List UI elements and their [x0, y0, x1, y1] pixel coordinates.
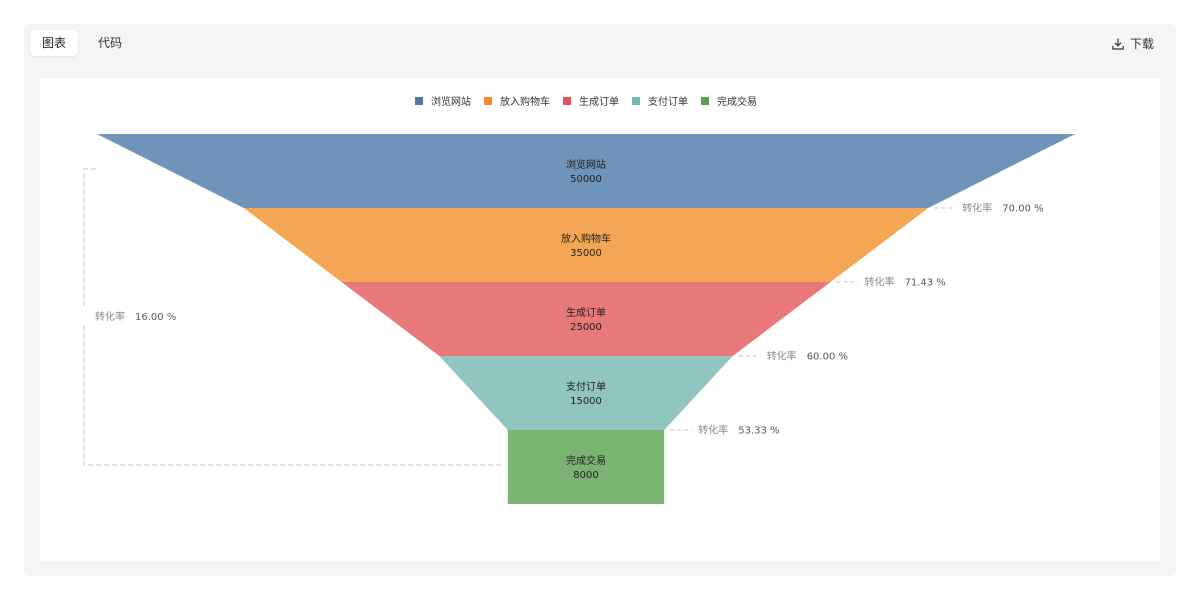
- chart-card: 浏览网站 放入购物车 生成订单 支付订单 完成交易 浏览网站 50000 放入购物车 35000…: [40, 78, 1160, 561]
- stage-value: 8000: [573, 470, 598, 481]
- legend-swatch: [701, 97, 709, 105]
- legend-swatch: [563, 97, 571, 105]
- tab-chart[interactable]: 图表: [30, 30, 78, 56]
- funnel-segment: [508, 430, 664, 504]
- conversion-value: 70.00 %: [1002, 204, 1043, 215]
- chart-panel: 图表 代码 下载 浏览网站 放入购物车 生成订单 支付订单 完成交易 浏览网站 50000 放…: [24, 24, 1176, 576]
- stage-value: 25000: [570, 322, 602, 333]
- legend-swatch: [415, 97, 423, 105]
- legend-swatch: [484, 97, 492, 105]
- funnel-segment: [342, 282, 831, 356]
- stage-label: 生成订单: [566, 306, 606, 319]
- overall-conversion-label: 转化率: [95, 310, 125, 323]
- overall-conversion-value: 16.00 %: [135, 312, 176, 323]
- conversion-label: 转化率: [698, 424, 728, 437]
- funnel-segment: [97, 134, 1075, 208]
- download-label: 下载: [1130, 34, 1154, 54]
- download-button[interactable]: 下载: [1111, 34, 1154, 54]
- toolbar: 图表 代码 下载: [24, 24, 1176, 64]
- conversion-value: 60.00 %: [807, 352, 848, 363]
- stage-label: 支付订单: [566, 380, 606, 393]
- legend-label: 浏览网站: [431, 95, 471, 108]
- tab-code[interactable]: 代码: [86, 30, 134, 56]
- funnel-segment: [244, 208, 929, 282]
- stage-value: 50000: [570, 174, 602, 185]
- legend-swatch: [632, 97, 640, 105]
- legend-label: 完成交易: [717, 95, 757, 108]
- conversion-value: 53.33 %: [738, 426, 779, 437]
- stage-value: 15000: [570, 396, 602, 407]
- funnel-chart: 浏览网站 放入购物车 生成订单 支付订单 完成交易浏览网站50000放入购物车35000…: [40, 78, 1160, 561]
- stage-value: 35000: [570, 248, 602, 259]
- stage-label: 放入购物车: [561, 232, 611, 245]
- conversion-label: 转化率: [767, 350, 797, 363]
- funnel-segment: [439, 356, 732, 430]
- stage-label: 浏览网站: [566, 158, 606, 171]
- conversion-label: 转化率: [865, 276, 895, 289]
- legend-label: 放入购物车: [500, 95, 550, 108]
- legend-label: 生成订单: [579, 95, 619, 108]
- conversion-value: 71.43 %: [905, 278, 946, 289]
- download-icon: [1111, 37, 1125, 51]
- legend-label: 支付订单: [648, 95, 688, 108]
- conversion-label: 转化率: [962, 202, 992, 215]
- stage-label: 完成交易: [566, 454, 606, 467]
